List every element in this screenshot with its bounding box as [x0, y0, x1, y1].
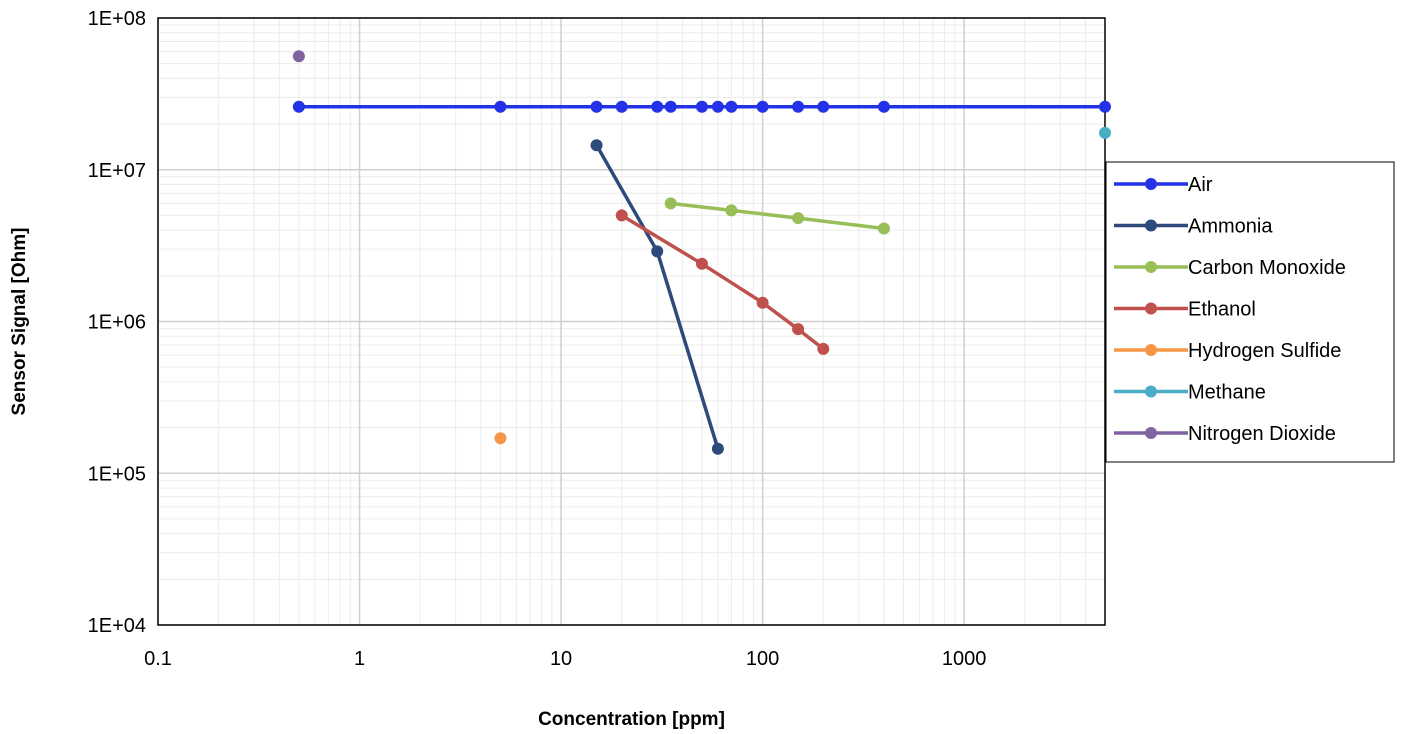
legend-item-carbon-monoxide: Carbon Monoxide: [1114, 257, 1346, 279]
data-point-ethanol: [756, 296, 769, 309]
data-point-carbon-monoxide: [725, 204, 738, 217]
data-point-ethanol: [695, 257, 708, 270]
x-tick-label: 1: [354, 648, 365, 670]
y-axis-tick-labels: 1E+04 1E+05 1E+06 1E+07 1E+08: [88, 8, 146, 637]
data-point-hydrogen-sulfide: [494, 432, 507, 445]
data-point-air: [756, 100, 769, 113]
data-point-carbon-monoxide: [877, 222, 890, 235]
legend-item-hydrogen-sulfide: Hydrogen Sulfide: [1114, 340, 1341, 362]
legend: Air Ammonia Carbon Monoxide Ethanol Hydrogen…: [1105, 161, 1395, 463]
data-point-ethanol: [792, 323, 805, 336]
x-tick-label: 0.1: [144, 648, 172, 670]
legend-item-methane: Methane: [1114, 382, 1266, 404]
data-point-air: [725, 100, 738, 113]
y-tick-label: 1E+08: [88, 8, 146, 30]
y-tick-label: 1E+04: [88, 615, 146, 637]
legend-swatch-marker: [1145, 344, 1157, 356]
legend-swatch-marker: [1145, 427, 1157, 439]
data-point-air: [494, 100, 507, 113]
x-tick-label: 10: [550, 648, 572, 670]
data-point-methane: [1099, 126, 1111, 139]
series-air: [292, 100, 1111, 113]
legend-label: Hydrogen Sulfide: [1188, 340, 1341, 362]
data-point-nitrogen-dioxide: [292, 50, 305, 63]
x-axis-title: Concentration [ppm]: [538, 709, 725, 730]
y-tick-label: 1E+07: [88, 160, 146, 182]
plot-area-border: [157, 17, 1106, 626]
legend-item-ammonia: Ammonia: [1114, 216, 1273, 238]
series-methane: [1099, 126, 1111, 139]
data-point-air: [711, 100, 724, 113]
data-point-air: [651, 100, 664, 113]
x-axis-tick-labels: 0.1 1 10 100 1000: [144, 648, 986, 670]
data-point-air: [292, 100, 305, 113]
series-hydrogen-sulfide: [494, 432, 507, 445]
x-tick-label: 1000: [942, 648, 987, 670]
y-axis-title: Sensor Signal [Ohm]: [9, 228, 30, 416]
data-point-air: [590, 100, 603, 113]
legend-item-air: Air: [1114, 174, 1213, 196]
series-ammonia: [590, 139, 724, 455]
legend-item-nitrogen-dioxide: Nitrogen Dioxide: [1114, 423, 1336, 445]
data-point-carbon-monoxide: [792, 212, 805, 225]
data-point-ethanol: [615, 209, 628, 222]
legend-item-ethanol: Ethanol: [1114, 299, 1256, 321]
legend-swatch-marker: [1145, 261, 1157, 273]
y-tick-label: 1E+05: [88, 463, 146, 485]
data-point-ammonia: [590, 139, 603, 152]
data-point-ethanol: [817, 342, 830, 355]
legend-label: Ammonia: [1188, 216, 1273, 238]
series-carbon-monoxide: [664, 197, 890, 235]
legend-swatch-marker: [1145, 178, 1157, 190]
data-point-air: [615, 100, 628, 113]
data-point-air: [877, 100, 890, 113]
data-point-air: [1099, 100, 1111, 113]
legend-label: Ethanol: [1188, 299, 1256, 321]
legend-swatch-marker: [1145, 219, 1157, 232]
series-ethanol: [615, 209, 830, 355]
data-point-air: [664, 100, 677, 113]
data-point-air: [695, 100, 708, 113]
data-point-carbon-monoxide: [664, 197, 677, 210]
x-tick-label: 100: [746, 648, 779, 670]
legend-swatch-marker: [1145, 302, 1157, 315]
legend-label: Methane: [1188, 382, 1266, 404]
series-nitrogen-dioxide: [292, 50, 305, 63]
data-point-ammonia: [711, 442, 724, 455]
legend-label: Carbon Monoxide: [1188, 257, 1346, 279]
data-point-ammonia: [651, 245, 664, 258]
legend-label: Air: [1188, 174, 1213, 196]
data-point-air: [792, 100, 805, 113]
series-layer: [292, 50, 1111, 455]
data-point-air: [817, 100, 830, 113]
series-line-carbon-monoxide: [670, 201, 885, 231]
y-tick-label: 1E+06: [88, 312, 146, 334]
legend-label: Nitrogen Dioxide: [1188, 423, 1336, 445]
legend-swatch-marker: [1145, 385, 1157, 398]
